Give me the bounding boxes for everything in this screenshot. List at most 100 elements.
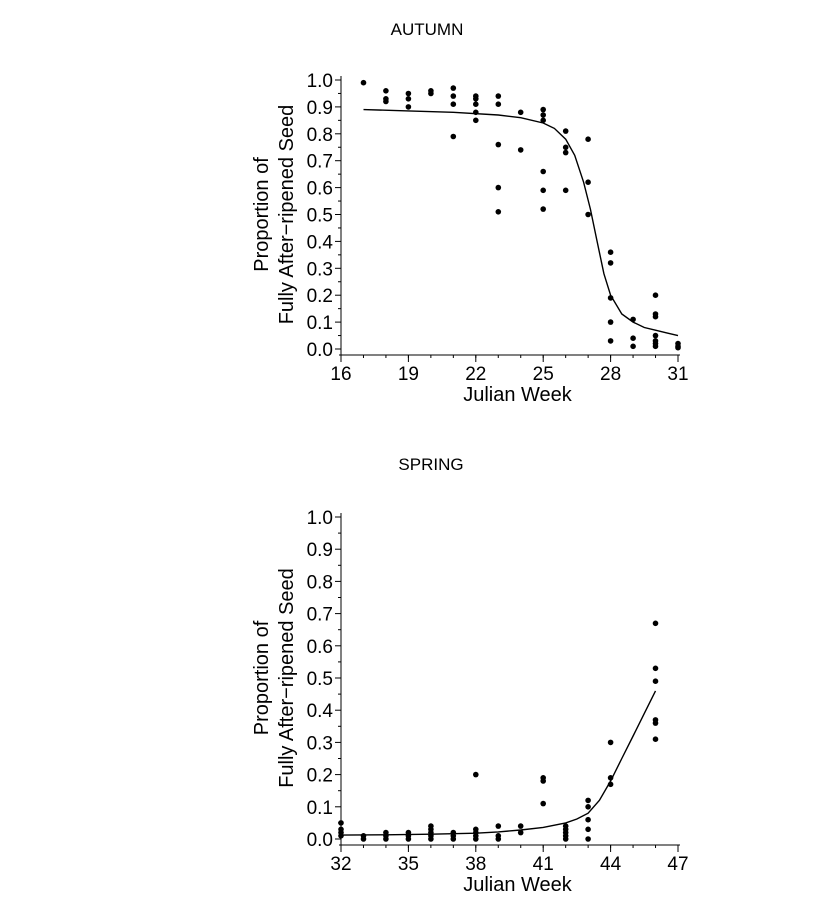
y-tick-label: 0.7 [307,152,333,173]
data-point [473,101,479,107]
data-point [585,136,591,142]
y-axis-title-line1: Proportion of [251,157,273,272]
data-point [562,144,569,151]
y-tick-label: 0.0 [307,340,333,361]
data-point [585,826,591,833]
data-point [607,739,614,746]
data-point [383,88,389,94]
data-point [585,816,591,823]
y-tick-label: 0.3 [307,259,333,280]
data-point [338,833,344,839]
data-point [383,836,389,842]
x-tick-label: 32 [330,854,351,875]
data-point [450,101,457,107]
y-tick-label: 0.6 [307,179,333,200]
data-point [405,836,412,842]
data-point [428,836,434,842]
data-point [383,98,389,105]
data-point [607,319,614,325]
data-point [473,836,479,842]
spring-chart: 0.0 0.1 0.2 0.3 0.4 0.5 0.6 0.7 0.8 0.9 1.0 32 35 38 4… [251,508,689,896]
data-point [540,168,546,175]
data-point [495,141,502,148]
y-tick-label: 0.6 [307,637,333,658]
x-tick-label: 38 [465,854,486,875]
data-point [540,106,546,113]
data-point [495,823,502,829]
data-point [607,781,614,788]
y-tick-label: 0.4 [307,701,334,722]
data-point [607,249,614,255]
y-tick-label: 0.9 [307,540,333,561]
y-axis-title-line1: Proportion of [251,620,273,735]
data-point [360,79,367,86]
y-tick-label: 0.4 [307,232,334,253]
y-axis-title-line2: Fully After−ripened Seed [276,568,298,788]
data-point [473,109,479,116]
data-point [517,147,524,153]
data-point [562,128,569,134]
data-point [405,90,412,97]
data-point [473,117,479,124]
data-point [607,260,614,266]
y-tick-label: 0.8 [307,125,333,146]
data-point [652,292,659,299]
data-point [495,836,502,842]
y-tick-label: 0.1 [307,798,333,819]
fitted-curve [340,690,657,836]
data-point [607,775,614,781]
data-point [405,96,412,102]
data-point [585,211,591,218]
y-tick-label: 0.8 [307,572,333,593]
data-point [540,778,546,784]
data-point [630,343,636,350]
x-tick-label: 25 [533,364,554,385]
data-point [652,678,659,684]
y-axis-title-line2: Fully After−ripened Seed [276,105,298,325]
x-tick-label: 47 [667,854,688,875]
data-point [540,800,546,807]
data-point [562,149,569,156]
x-tick-label: 31 [667,364,688,385]
data-point [495,184,502,191]
data-point [630,316,636,323]
spring-chart-title: SPRING [398,455,464,474]
data-point [607,338,614,344]
autumn-chart: 0.0 0.1 0.2 0.3 0.4 0.5 0.6 0.7 0.8 0.9 1.0 16 19 22 2… [251,71,689,406]
x-tick-label: 28 [600,364,621,385]
data-point [652,665,659,672]
data-point [338,820,344,826]
x-tick-label: 22 [465,364,486,385]
data-point [495,209,502,215]
y-tick-label: 1.0 [307,508,333,529]
data-point [540,187,546,194]
x-tick-label: 41 [533,854,554,875]
data-point [517,109,524,116]
data-point [495,93,502,99]
y-tick-label: 0.7 [307,605,333,626]
x-tick-label: 19 [398,364,419,385]
data-point [517,829,524,836]
x-axis-title: Julian Week [463,874,573,896]
data-point [630,335,636,342]
x-tick-label: 44 [600,854,622,875]
y-tick-label: 0.0 [307,830,333,851]
y-tick-label: 0.5 [307,669,333,690]
data-point [675,344,681,351]
x-tick-label: 35 [398,854,419,875]
data-point [652,736,659,742]
data-point [517,823,524,829]
data-point [473,771,479,778]
y-tick-label: 0.1 [307,313,333,334]
data-point [652,720,659,726]
y-tick-label: 0.2 [307,286,333,307]
y-tick-label: 0.5 [307,206,333,227]
data-point [652,343,659,350]
data-point [540,206,546,212]
data-point [652,332,659,339]
data-point [495,101,502,107]
data-point [450,836,457,842]
data-point [405,104,412,110]
y-tick-label: 0.3 [307,733,333,754]
x-axis-title: Julian Week [463,384,573,406]
